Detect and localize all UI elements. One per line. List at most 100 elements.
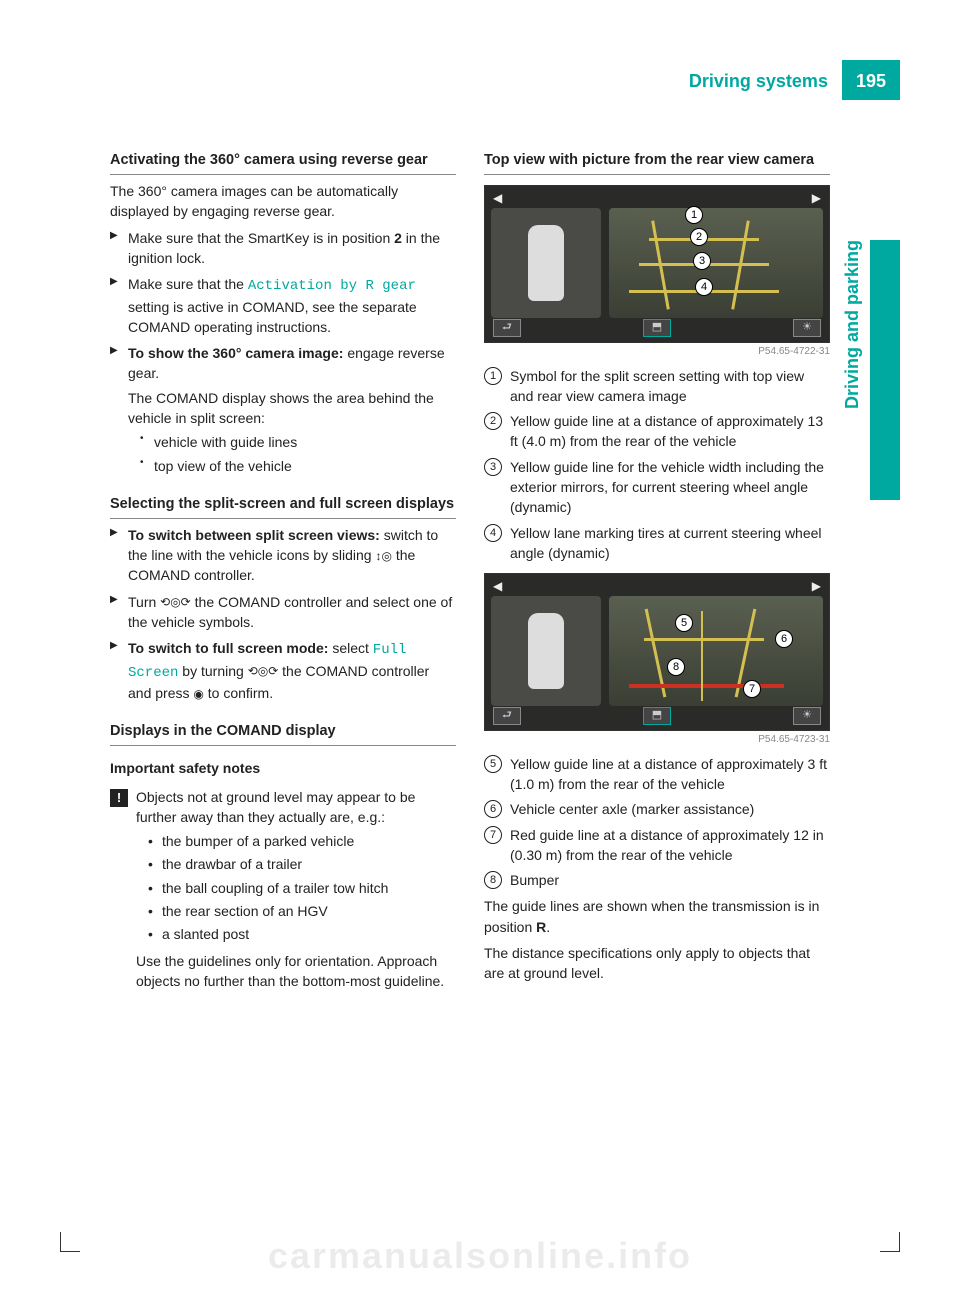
step-item: To switch between split screen views: sw… [110,525,456,586]
callout-item: 2 Yellow guide line at a distance of appr… [484,411,830,452]
bullet-item: the bumper of a parked vehicle [148,831,456,851]
figure-top-view-panel [491,208,601,318]
callout-text: Yellow guide line for the vehicle width … [510,459,824,516]
step-item: To switch to full screen mode: select Fu… [110,638,456,703]
watermark: carmanualsonline.info [268,1230,692,1282]
step-bold: To switch between split screen views: [128,527,384,543]
figure-nav-arrows: ◀▶ [493,578,821,595]
back-icon: ⮐ [493,319,521,337]
car-silhouette-icon [528,613,564,689]
footer-para-2: The distance specifications only apply t… [484,943,830,984]
figure-nav-arrows: ◀▶ [493,190,821,207]
callout-num: 7 [484,826,502,844]
step-extra: The COMAND display shows the area behind… [128,388,456,429]
warning-bullets: the bumper of a parked vehicle the drawb… [148,831,456,944]
figure-toolbar: ⮐ ⬒ ☀ [493,318,821,338]
callout-num: 3 [484,458,502,476]
footer-para-1: The guide lines are shown when the trans… [484,896,830,937]
callout-text: Yellow guide line at a distance of appro… [510,413,823,449]
crop-mark [880,1232,900,1252]
callout-num: 8 [484,871,502,889]
intro-para: The 360° camera images can be automatica… [110,181,456,222]
callout-text: Yellow lane marking tires at current ste… [510,525,822,561]
step-item: Make sure that the SmartKey is in positi… [110,228,456,269]
warning-icon: ! [110,789,128,807]
callout-item: 1Symbol for the split screen setting wit… [484,366,830,407]
section-title: Driving systems [675,60,842,100]
step-text: setting is active in COMAND, see the sep… [128,299,417,335]
figure-1-caption: P54.65-4722-31 [484,345,830,360]
step-text: select [332,640,372,656]
callout-text: Yellow guide line at a distance of appro… [510,756,827,792]
left-column: Activating the 360° camera using reverse… [110,140,456,999]
controller-glyph: ◉ [193,686,203,703]
callout-item: 8Bumper [484,870,830,890]
figure-rear-view-panel [609,596,823,706]
side-tab-label: Driving and parking [839,240,865,409]
guide-line-center [701,611,703,701]
step-text: Make sure that the [128,276,248,292]
callout-list-2: 5 Yellow guide line at a distance of appr… [484,754,830,891]
step-item: Turn ⟲◎⟳ the COMAND controller and selec… [110,592,456,633]
callout-marker: 4 [695,278,713,296]
footer-text: The guide lines are shown when the trans… [484,898,819,934]
view-icon: ⬒ [643,707,671,725]
figure-2-caption: P54.65-4723-31 [484,733,830,748]
figure-1: ◀▶ 1 2 3 4 ⮐ ⬒ ☀ [484,185,830,343]
sub-bullets: vehicle with guide lines top view of the… [140,432,456,476]
guide-line [644,638,764,641]
callout-marker: 2 [690,228,708,246]
callout-num: 4 [484,524,502,542]
bullet-item: the drawbar of a trailer [148,854,456,874]
brightness-icon: ☀ [793,707,821,725]
heading-displays: Displays in the COMAND display [110,721,456,746]
callout-item: 6 Vehicle center axle (marker assistance) [484,799,830,819]
side-tab-bg [870,240,900,500]
callout-text: Red guide line at a distance of approxim… [510,827,824,863]
step-text: to confirm. [204,685,273,701]
callout-list-1: 1Symbol for the split screen setting wit… [484,366,830,564]
figure-toolbar: ⮐ ⬒ ☀ [493,706,821,726]
callout-marker: 3 [693,252,711,270]
bullet-item: the ball coupling of a trailer tow hitch [148,878,456,898]
callout-num: 5 [484,755,502,773]
callout-item: 3 Yellow guide line for the vehicle width… [484,457,830,518]
right-column: Top view with picture from the rear view… [484,140,830,999]
page-number: 195 [842,60,900,100]
brightness-icon: ☀ [793,319,821,337]
warning-text: Objects not at ground level may appear t… [136,787,456,828]
comand-text: Activation by R gear [248,278,416,294]
view-icon: ⬒ [643,319,671,337]
callout-num: 1 [484,367,502,385]
controller-glyph: ⟲◎⟳ [248,663,279,680]
callout-text: Vehicle center axle (marker assistance) [510,801,754,817]
subhead-safety: Important safety notes [110,758,456,778]
step-bold: 2 [394,230,402,246]
step-item: Make sure that the Activation by R gear … [110,274,456,337]
callout-num: 6 [484,800,502,818]
step-text: Turn [128,594,160,610]
back-icon: ⮐ [493,707,521,725]
car-silhouette-icon [528,225,564,301]
step-text: by turning [178,663,247,679]
heading-selecting: Selecting the split-screen and full scre… [110,494,456,519]
step-item: To show the 360° camera image: engage re… [110,343,456,476]
callout-item: 4 Yellow lane marking tires at current st… [484,523,830,564]
step-text: Make sure that the SmartKey is in positi… [128,230,394,246]
bullet-item: the rear section of an HGV [148,901,456,921]
controller-glyph: ⟲◎⟳ [160,594,191,611]
figure-top-view-panel [491,596,601,706]
warning-box: ! Objects not at ground level may appear… [110,787,456,992]
heading-activating: Activating the 360° camera using reverse… [110,150,456,175]
page-header: Driving systems 195 [60,60,900,100]
crop-mark [60,1232,80,1252]
footer-bold: R [536,919,546,935]
step-bold: To show the 360° camera image: [128,345,347,361]
callout-item: 5 Yellow guide line at a distance of appr… [484,754,830,795]
heading-top-view: Top view with picture from the rear view… [484,150,830,175]
figure-rear-view-panel [609,208,823,318]
steps-group-2: To switch between split screen views: sw… [110,525,456,703]
callout-num: 2 [484,412,502,430]
warning-post: Use the guidelines only for orientation.… [136,951,456,992]
controller-glyph: ↕◎ [375,548,391,565]
